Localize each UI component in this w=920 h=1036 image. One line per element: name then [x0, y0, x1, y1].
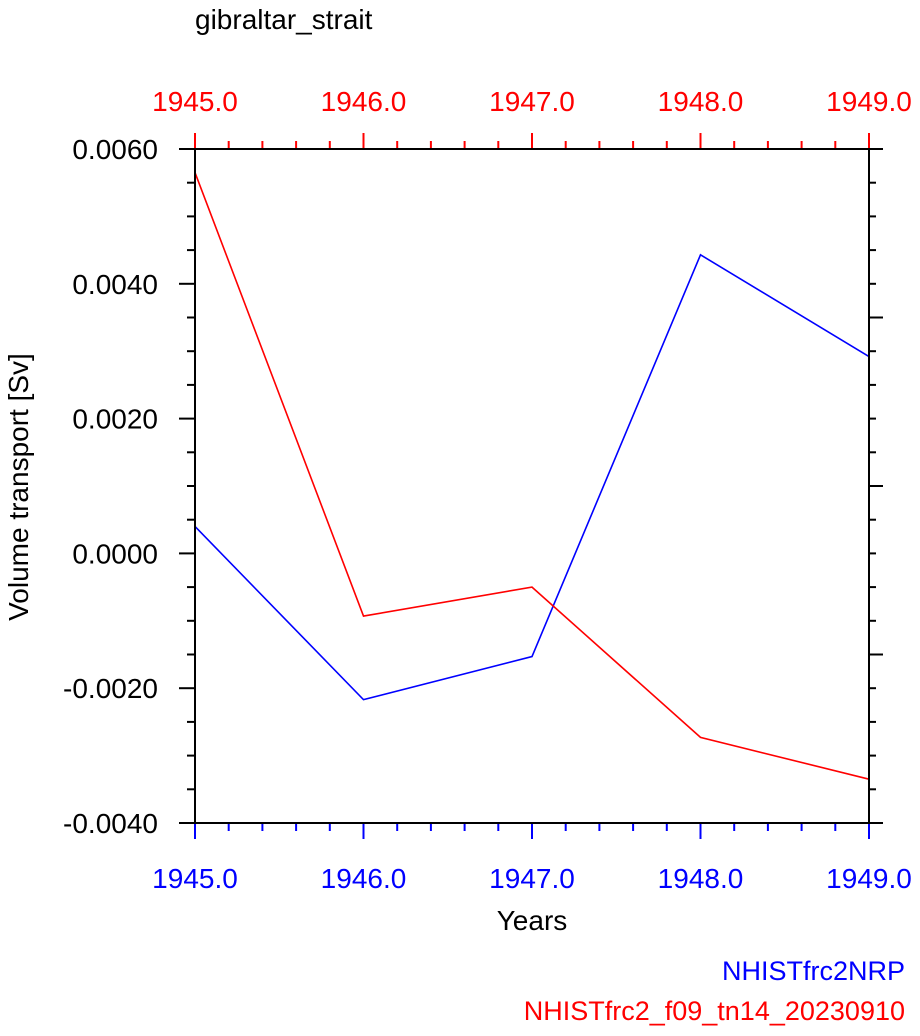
axis-ticks: 1945.0 1945.0 1946.0 1946.0 1947.0 1947.0 1948… [63, 86, 912, 894]
y-tick-label: -0.0040 [63, 808, 158, 839]
x-axis-label: Years [497, 905, 568, 936]
x-tick-label-top: 1949.0 [826, 86, 912, 117]
chart-title: gibraltar_strait [195, 4, 373, 35]
legend-entry-0: NHISTfrc2NRP [722, 956, 905, 986]
x-tick-label-top: 1946.0 [321, 86, 407, 117]
x-tick-label-top: 1948.0 [658, 86, 744, 117]
x-tick-label-bottom: 1949.0 [826, 863, 912, 894]
x-tick-label-bottom: 1946.0 [321, 863, 407, 894]
x-tick-label-top: 1947.0 [489, 86, 575, 117]
series-line-0 [194, 253, 870, 701]
y-axis-label: Volume transport [Sv] [3, 353, 34, 621]
series-lines [194, 172, 870, 780]
series-line-1 [194, 172, 870, 780]
legend: NHISTfrc2NRP NHISTfrc2_f09_tn14_20230910 [524, 956, 905, 1026]
y-tick-label: 0.0000 [72, 538, 158, 569]
y-tick-label: 0.0020 [72, 404, 158, 435]
x-tick-label-top: 1945.0 [152, 86, 238, 117]
y-tick-label: 0.0060 [72, 134, 158, 165]
plot-frame [194, 148, 870, 824]
x-tick-label-bottom: 1945.0 [152, 863, 238, 894]
legend-entry-1: NHISTfrc2_f09_tn14_20230910 [524, 996, 905, 1026]
x-tick-label-bottom: 1948.0 [658, 863, 744, 894]
y-tick-label: 0.0040 [72, 269, 158, 300]
x-tick-label-bottom: 1947.0 [489, 863, 575, 894]
y-tick-label: -0.0020 [63, 673, 158, 704]
